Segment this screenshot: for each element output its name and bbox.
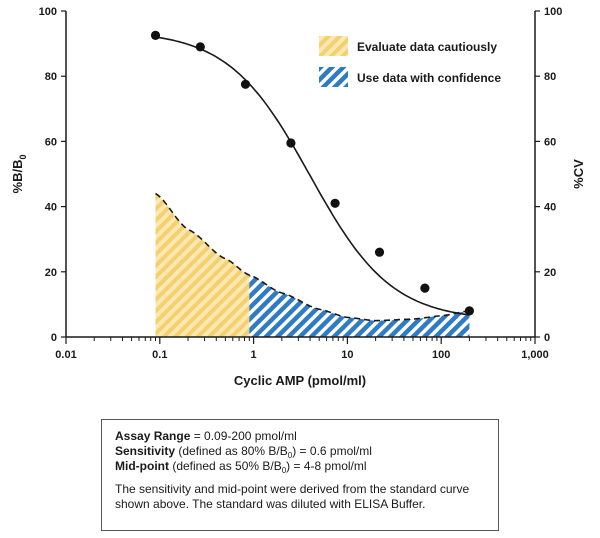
data-point-6 xyxy=(420,283,430,293)
assay-info-box: Assay Range = 0.09-200 pmol/ml Sensitivi… xyxy=(101,419,499,531)
x-tick-label-5: 1,000 xyxy=(521,349,549,361)
cv-dashed-line xyxy=(155,192,470,322)
legend-label-caution: Evaluate data cautiously xyxy=(357,40,497,54)
sensitivity-line: Sensitivity (defined as 80% B/B0) = 0.6 … xyxy=(115,444,486,460)
legend: Evaluate data cautiously Use data with c… xyxy=(319,36,501,87)
x-tick-label-0: 0.01 xyxy=(55,349,76,361)
data-point-4 xyxy=(330,198,340,208)
ticks-layer: 0 0 20 20 40 40 60 60 80 80 100 100 0.01 0.1 1 10 100 1,0… xyxy=(39,6,563,361)
y-right-tick-label-1: 20 xyxy=(544,267,556,279)
y-axis-left-title-main: %B/B xyxy=(10,160,25,194)
midpoint-label: Mid-point xyxy=(115,459,169,473)
midpoint-text-1: (defined as 50% B/B xyxy=(168,459,282,473)
midpoint-text-2: ) = 4-8 pmol/ml xyxy=(286,459,367,473)
region-1 xyxy=(249,275,470,337)
assay-range-label: Assay Range xyxy=(115,429,191,443)
legend-label-confidence: Use data with confidence xyxy=(357,71,501,85)
standard-curve-layer xyxy=(155,36,470,316)
y-right-tick-label-4: 80 xyxy=(544,71,556,83)
midpoint-sub: 0 xyxy=(281,466,287,475)
cv-profile-layer xyxy=(155,192,470,322)
y-right-tick-label-0: 0 xyxy=(544,332,550,344)
note-line-1: The sensitivity and mid-point were deriv… xyxy=(115,482,470,496)
y-left-tick-label-4: 80 xyxy=(45,71,57,83)
x-tick-label-4: 100 xyxy=(432,349,450,361)
legend-swatch-caution xyxy=(319,36,348,56)
y-right-tick-label-3: 60 xyxy=(544,136,556,148)
x-axis-title: Cyclic AMP (pmol/ml) xyxy=(234,373,366,388)
y-right-tick-label-2: 40 xyxy=(544,202,556,214)
data-point-0 xyxy=(150,30,161,40)
sensitivity-label: Sensitivity xyxy=(115,444,176,458)
x-tick-label-1: 0.1 xyxy=(152,349,167,361)
data-points-layer xyxy=(150,30,474,316)
x-tick-label-2: 1 xyxy=(251,349,257,361)
y-axis-right-title: %CV xyxy=(571,159,586,189)
region-0 xyxy=(155,193,250,337)
data-point-7 xyxy=(464,306,474,316)
assay-range-value: = 0.09-200 pmol/ml xyxy=(190,429,297,443)
note-line-2: shown above. The standard was diluted wi… xyxy=(115,497,426,511)
y-right-tick-label-5: 100 xyxy=(544,6,562,18)
y-axis-left-title: %B/B0 xyxy=(10,155,28,194)
sensitivity-text-2: ) = 0.6 pmol/ml xyxy=(292,444,372,458)
y-left-tick-label-1: 20 xyxy=(45,267,57,279)
y-left-tick-label-2: 40 xyxy=(45,202,57,214)
assay-range-line: Assay Range = 0.09-200 pmol/ml xyxy=(115,429,486,444)
y-axis-left-title-sub: 0 xyxy=(18,155,28,160)
y-left-tick-label-3: 60 xyxy=(45,136,57,148)
chart: 0 0 20 20 40 40 60 60 80 80 100 100 0.01 0.1 1 10 100 1,0… xyxy=(10,6,586,388)
sensitivity-text-1: (defined as 80% B/B xyxy=(175,444,288,458)
data-point-3 xyxy=(286,138,296,148)
y-left-tick-label-5: 100 xyxy=(39,6,57,18)
legend-swatch-confidence xyxy=(319,67,348,87)
standard-curve-line xyxy=(155,36,470,316)
midpoint-line: Mid-point (defined as 50% B/B0) = 4-8 pm… xyxy=(115,459,486,475)
data-point-5 xyxy=(374,247,385,257)
data-point-1 xyxy=(195,42,205,52)
x-tick-label-3: 10 xyxy=(341,349,353,361)
data-point-2 xyxy=(240,79,251,89)
sensitivity-sub: 0 xyxy=(287,451,293,460)
hatched-regions xyxy=(155,193,470,337)
y-left-tick-label-0: 0 xyxy=(51,332,57,344)
